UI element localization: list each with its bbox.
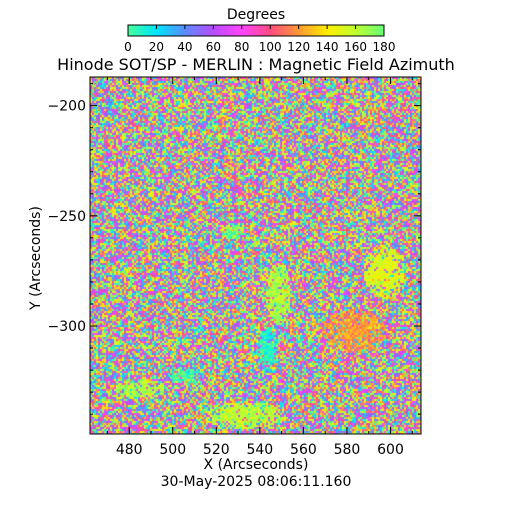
x-tick-label: 540 xyxy=(246,442,273,458)
y-axis-label: Y (Arcseconds) xyxy=(28,206,44,311)
colorbar-tick-label: 80 xyxy=(234,40,249,54)
timestamp-label: 30-May-2025 08:06:11.160 xyxy=(161,474,352,490)
colorbar-tick-label: 160 xyxy=(344,40,367,54)
colorbar-tick-label: 100 xyxy=(259,40,282,54)
x-tick-label: 520 xyxy=(203,442,230,458)
y-axis: −200 −250 −300 xyxy=(48,83,421,415)
x-axis: 480 500 520 540 560 580 600 xyxy=(106,77,413,458)
x-tick-label: 480 xyxy=(116,442,143,458)
x-tick-label: 500 xyxy=(159,442,186,458)
colorbar-tick-label: 20 xyxy=(149,40,164,54)
x-tick-label: 560 xyxy=(290,442,317,458)
x-tick-label: 580 xyxy=(334,442,361,458)
x-axis-label: X (Arcseconds) xyxy=(204,457,309,473)
colorbar-label: Degrees xyxy=(227,7,285,23)
colorbar-tick-label: 120 xyxy=(287,40,310,54)
colorbar-tick-label: 40 xyxy=(177,40,192,54)
plot-frame xyxy=(89,76,422,435)
chart-title: Hinode SOT/SP - MERLIN : Magnetic Field … xyxy=(57,55,455,74)
colorbar-tick-label: 140 xyxy=(316,40,339,54)
colorbar-tick-label: 180 xyxy=(373,40,396,54)
colorbar xyxy=(127,24,385,37)
y-tick-label: −250 xyxy=(48,209,86,225)
colorbar-ticks: 0 20 40 60 80 100 120 140 160 180 xyxy=(124,25,395,54)
colorbar-tick-label: 0 xyxy=(124,40,132,54)
x-tick-label: 600 xyxy=(377,442,404,458)
colorbar-tick-label: 60 xyxy=(206,40,221,54)
azimuth-heatmap xyxy=(90,77,421,434)
y-tick-label: −200 xyxy=(48,99,86,115)
y-tick-label: −300 xyxy=(48,319,86,335)
